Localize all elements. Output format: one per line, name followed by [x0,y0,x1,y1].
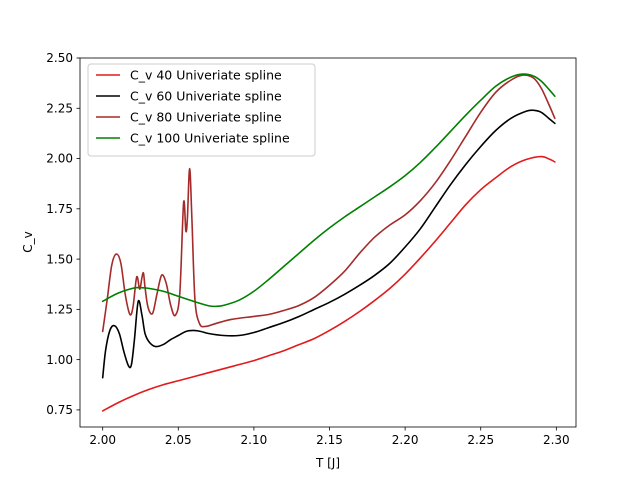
y-tick-label: 0.75 [46,403,73,417]
x-tick-label: 2.15 [316,433,343,447]
series-line-4 [101,73,556,308]
legend-label: C_v 60 Univeriate spline [130,89,282,104]
x-tick-label: 2.10 [241,433,268,447]
x-tick-label: 2.00 [89,433,116,447]
y-tick-label: 1.75 [46,202,73,216]
series-line-2 [101,109,556,379]
y-tick-label: 1.00 [46,353,73,367]
legend: C_v 40 Univeriate spline C_v 60 Univeriat… [87,63,316,157]
y-axis-label: C_v [21,231,35,252]
legend-label: C_v 100 Univeriate spline [130,131,290,146]
series-line-1 [101,155,556,412]
x-axis: 2.00 2.05 2.10 2.15 2.20 2.25 2.30 [89,427,570,447]
x-tick-label: 2.25 [467,433,494,447]
legend-box [87,63,316,157]
x-axis-label: T [J] [315,456,340,470]
series-layer [101,73,556,412]
y-tick-label: 1.25 [46,303,73,317]
y-tick-label: 1.50 [46,252,73,266]
legend-label: C_v 40 Univeriate spline [130,68,282,83]
series-line-3 [101,74,556,333]
x-tick-label: 2.30 [543,433,570,447]
legend-label: C_v 80 Univeriate spline [130,110,282,125]
y-tick-label: 2.25 [46,101,73,115]
y-tick-label: 2.00 [46,152,73,166]
y-axis: 0.75 1.00 1.25 1.50 1.75 2.00 2.25 2.50 [46,51,80,417]
x-tick-label: 2.05 [165,433,192,447]
x-tick-label: 2.20 [392,433,419,447]
y-tick-label: 2.50 [46,51,73,65]
plot-frame [79,57,577,428]
